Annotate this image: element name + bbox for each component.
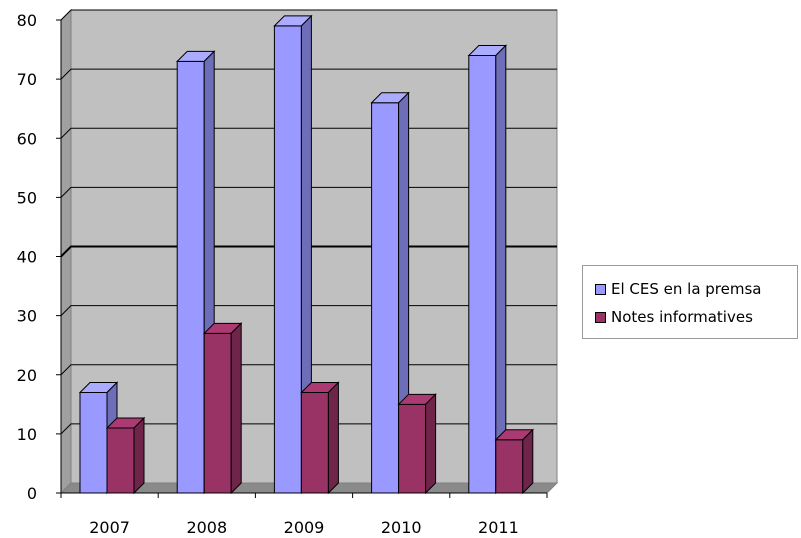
legend-label-series-1: El CES en la premsa <box>611 280 762 298</box>
bar-2-2011 <box>494 428 535 495</box>
bar-front <box>300 391 329 494</box>
x-tick-label: 2007 <box>89 518 130 537</box>
legend-item-series-1: El CES en la premsa <box>595 275 797 303</box>
bar-front <box>495 439 524 494</box>
x-tick-label: 2010 <box>381 518 422 537</box>
bar-2-2009 <box>300 381 340 495</box>
bars <box>78 14 535 495</box>
bar-2-2008 <box>202 322 243 495</box>
legend-swatch-series-1 <box>595 283 606 295</box>
bar-side <box>327 381 339 495</box>
legend: El CES en la premsa Notes informatives <box>582 265 798 339</box>
bar-front <box>468 54 497 494</box>
y-axis-ticks: 0 10 20 30 40 50 60 70 80 <box>17 11 37 503</box>
legend-label-series-2: Notes informatives <box>611 308 753 326</box>
bar-front <box>203 332 232 494</box>
y-tick-label: 30 <box>17 307 37 326</box>
y-tick-label: 70 <box>17 70 37 89</box>
bar-side <box>230 322 242 495</box>
bar-front <box>79 391 108 494</box>
gridline <box>60 9 557 21</box>
bar-front <box>371 102 400 494</box>
bar-front <box>106 427 135 494</box>
x-tick-label: 2008 <box>186 518 227 537</box>
bar-1-2010 <box>370 91 410 495</box>
y-tick-label: 80 <box>17 11 37 30</box>
gridline <box>60 68 557 80</box>
bar-front <box>273 25 302 494</box>
y-tick-label: 50 <box>17 188 37 207</box>
bar-front <box>398 403 427 494</box>
x-tick-label: 2009 <box>284 518 325 537</box>
legend-swatch-series-2 <box>595 311 606 323</box>
bar-2-2010 <box>397 393 437 495</box>
y-tick-label: 60 <box>17 129 37 148</box>
legend-item-series-2: Notes informatives <box>595 303 797 331</box>
y-tick-label: 40 <box>17 248 37 267</box>
y-tick-label: 0 <box>27 484 37 503</box>
x-tick-label: 2011 <box>478 518 519 537</box>
bar-1-2009 <box>273 14 313 495</box>
y-tick-label: 10 <box>17 425 37 444</box>
bar-front <box>176 60 205 494</box>
bar-side <box>495 44 507 495</box>
axes <box>56 19 548 498</box>
bar-side <box>425 393 437 495</box>
x-axis-ticks: 2007 2008 2009 2010 2011 <box>89 518 519 537</box>
y-tick-label: 20 <box>17 366 37 385</box>
bar-2-2007 <box>105 416 146 495</box>
bar-side <box>133 416 145 495</box>
bar-1-2011 <box>467 44 508 495</box>
bar-side <box>522 428 534 495</box>
